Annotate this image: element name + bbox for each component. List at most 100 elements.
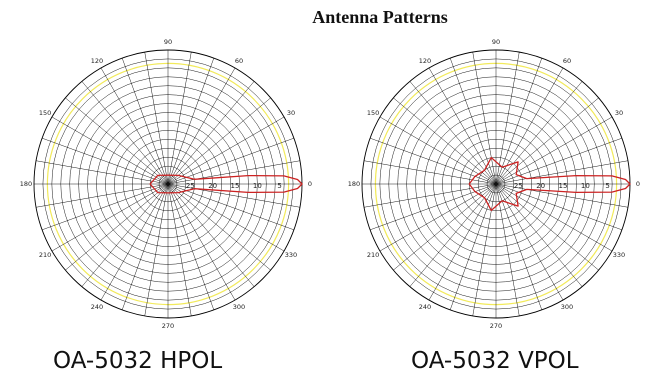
grid-spoke <box>428 183 497 301</box>
angle-label: 330 <box>285 251 297 259</box>
angle-label: 240 <box>91 303 103 311</box>
grid-spoke <box>495 160 629 185</box>
grid-spoke <box>81 183 169 287</box>
grid-spoke <box>167 58 215 185</box>
radial-label: 20 <box>536 182 545 190</box>
angle-label: 330 <box>613 251 625 259</box>
grid-spoke <box>393 97 497 185</box>
angle-label: 240 <box>419 303 431 311</box>
grid-spoke <box>100 183 169 301</box>
angle-label: 60 <box>563 57 571 65</box>
grid-spoke <box>51 116 169 185</box>
grid-spoke <box>495 58 543 185</box>
grid-spoke <box>35 183 169 208</box>
pattern-trace <box>468 156 631 212</box>
center-hub <box>494 182 498 186</box>
grid-spoke <box>167 183 236 301</box>
grid-spoke <box>167 67 236 185</box>
grid-spoke <box>65 97 169 185</box>
grid-spoke <box>35 160 169 185</box>
angle-label: 30 <box>287 109 295 117</box>
grid-spoke <box>65 183 169 271</box>
angle-label: 0 <box>308 180 312 188</box>
grid-spoke <box>121 58 169 185</box>
grid-spoke <box>167 160 301 185</box>
radial-label: 25 <box>514 182 523 190</box>
grid-spoke <box>81 81 169 185</box>
grid-spoke <box>167 183 285 252</box>
grid-spoke <box>363 183 497 208</box>
grid-spoke <box>51 183 169 252</box>
grid-spoke <box>100 67 169 185</box>
grid-spoke <box>495 67 564 185</box>
grid-spoke <box>167 183 271 271</box>
angle-label: 150 <box>39 109 51 117</box>
grid-spoke <box>472 183 497 317</box>
grid-spoke <box>393 183 497 271</box>
grid-spoke <box>363 160 497 185</box>
grid-spoke <box>495 183 622 231</box>
angle-label: 90 <box>164 38 172 46</box>
grid-spoke <box>42 183 169 231</box>
angle-label: 180 <box>20 180 32 188</box>
grid-spoke <box>495 183 543 310</box>
page-title: Antenna Patterns <box>312 7 448 27</box>
grid-spoke <box>167 183 215 310</box>
grid-spoke <box>495 183 629 208</box>
radial-label: 25 <box>186 182 195 190</box>
grid-spoke <box>472 51 497 185</box>
grid-spoke <box>495 97 599 185</box>
grid-spoke <box>409 81 497 185</box>
grid-spoke <box>495 81 583 185</box>
chart-caption-hpol: OA-5032 HPOL <box>53 348 223 374</box>
grid-spoke <box>167 81 255 185</box>
angle-label: 300 <box>233 303 245 311</box>
polar-chart-hpol: 0 30 60 90 120 150 180 210 240 270 300 330 5 10 15 20 25 <box>20 38 312 330</box>
grid-spoke <box>428 67 497 185</box>
grid-spoke <box>144 51 169 185</box>
grid-spoke <box>144 183 169 317</box>
angle-label: 270 <box>490 322 502 330</box>
angle-label: 300 <box>561 303 573 311</box>
pattern-trace <box>149 174 303 194</box>
angle-label: 60 <box>235 57 243 65</box>
angle-label: 90 <box>492 38 500 46</box>
grid-spoke <box>495 183 520 317</box>
polar-chart-vpol: 0 30 60 90 120 150 180 210 240 270 300 330 5 10 15 20 25 <box>348 38 640 330</box>
angle-label: 30 <box>615 109 623 117</box>
grid-spoke <box>167 183 294 231</box>
grid-spoke <box>167 116 285 185</box>
grid-spoke <box>495 183 599 271</box>
angle-label: 210 <box>39 251 51 259</box>
grid-spoke <box>167 137 294 185</box>
grid-spoke <box>167 51 192 185</box>
radial-label: 10 <box>253 182 262 190</box>
angle-label: 0 <box>636 180 640 188</box>
grid-spoke <box>379 116 497 185</box>
grid-spoke <box>379 183 497 252</box>
angle-label: 270 <box>162 322 174 330</box>
center-hub <box>166 182 170 186</box>
grid-spoke <box>495 116 613 185</box>
grid-spoke <box>167 183 192 317</box>
angle-label: 150 <box>367 109 379 117</box>
grid-spoke <box>495 183 564 301</box>
grid-spoke <box>167 97 271 185</box>
grid-spoke <box>409 183 497 287</box>
angle-label: 180 <box>348 180 360 188</box>
radial-label: 15 <box>231 182 240 190</box>
chart-caption-vpol: OA-5032 VPOL <box>411 348 579 374</box>
grid-spoke <box>495 137 622 185</box>
grid-spoke <box>121 183 169 310</box>
grid-spoke <box>495 183 583 287</box>
radial-label: 10 <box>581 182 590 190</box>
grid-spoke <box>167 183 255 287</box>
grid-spoke <box>167 183 301 208</box>
angle-label: 120 <box>91 57 103 65</box>
grid-spoke <box>42 137 169 185</box>
grid-spoke <box>495 51 520 185</box>
radial-label: 15 <box>559 182 568 190</box>
radial-label: 5 <box>605 182 609 190</box>
radial-label: 20 <box>208 182 217 190</box>
angle-label: 120 <box>419 57 431 65</box>
